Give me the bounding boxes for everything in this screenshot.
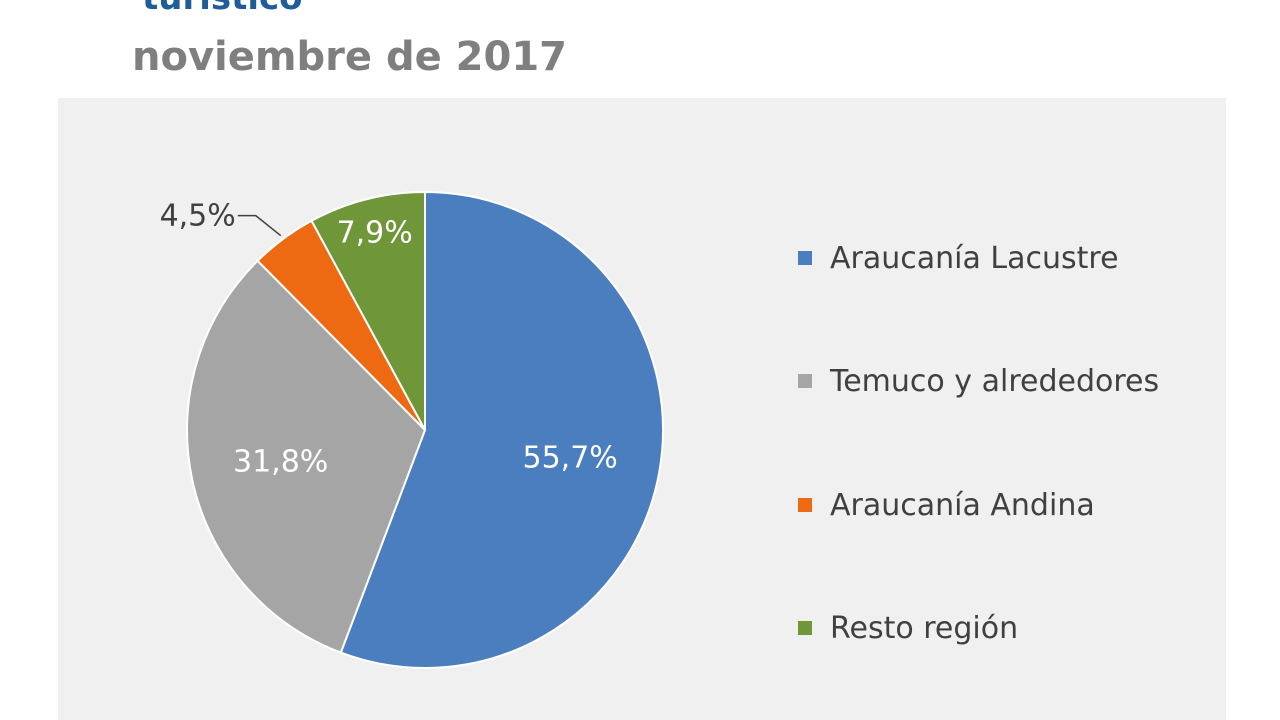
legend-label: Resto región	[830, 610, 1019, 646]
chart-subtitle: noviembre de 2017	[132, 34, 567, 80]
pie-chart: 55,7% 31,8% 4,5% 7,9%	[160, 190, 664, 669]
pie-slice-temuco-y-alrededores	[186, 259, 427, 654]
legend-swatch	[798, 498, 812, 512]
legend-label: Araucanía Lacustre	[830, 240, 1119, 276]
leader-line-araucania-andina	[237, 214, 282, 237]
legend-item-araucania-lacustre: Araucanía Lacustre	[798, 238, 1119, 278]
data-label-araucania-lacustre: 55,7%	[522, 441, 617, 476]
data-label-araucania-andina: 4,5%	[160, 199, 236, 234]
legend-swatch	[798, 374, 812, 388]
legend-swatch	[798, 621, 812, 635]
legend-item-temuco-y-alrededores: Temuco y alrededores	[798, 361, 1159, 401]
pie-slice-resto-region	[310, 190, 426, 431]
legend-item-resto-region: Resto región	[798, 608, 1018, 648]
chart-panel: 55,7% 31,8% 4,5% 7,9% Araucanía Lacustre Te…	[58, 98, 1226, 720]
legend-label: Temuco y alrededores	[830, 363, 1160, 399]
legend-swatch	[798, 251, 812, 265]
chart-title: turístico	[142, 0, 303, 18]
data-label-temuco-y-alrededores: 31,8%	[233, 445, 328, 480]
pie-slice-araucania-lacustre	[339, 190, 664, 669]
data-label-resto-region: 7,9%	[337, 216, 413, 251]
legend-item-araucania-andina: Araucanía Andina	[798, 485, 1095, 525]
legend-label: Araucanía Andina	[830, 487, 1095, 523]
